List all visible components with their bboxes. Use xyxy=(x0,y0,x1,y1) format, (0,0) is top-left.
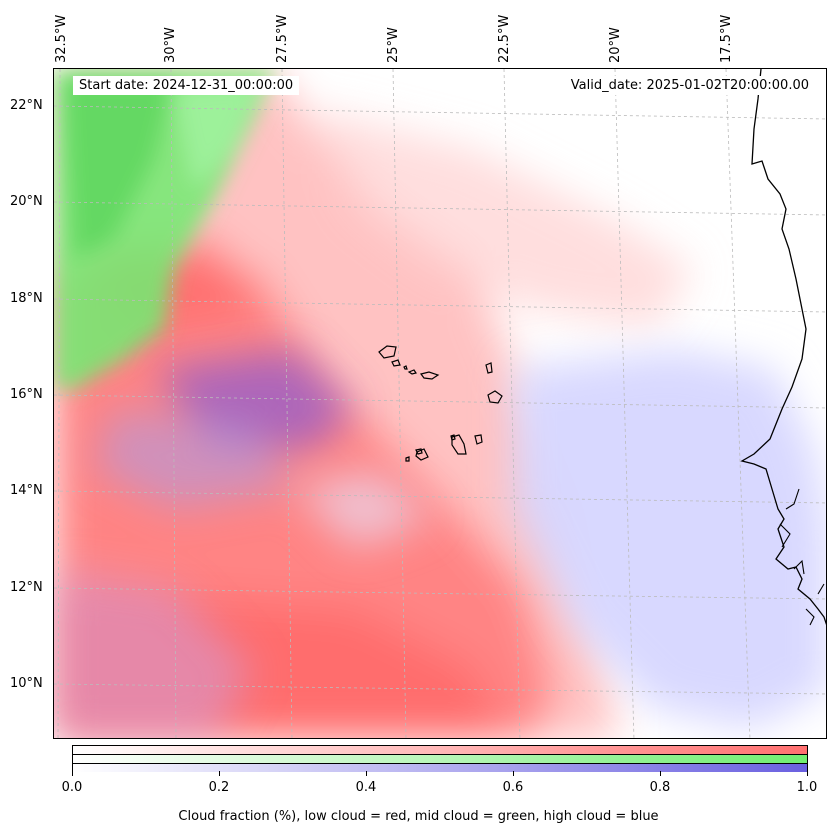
high-cloud-layer xyxy=(54,349,826,738)
cloud-fraction-map xyxy=(53,68,827,739)
lat-label-16n: 16°N xyxy=(10,387,43,402)
colorbar-high-cloud-strip xyxy=(73,764,807,772)
map-canvas xyxy=(54,69,826,738)
lon-label-20w: 20°W xyxy=(608,27,623,63)
lon-label-27-5w: 27.5°W xyxy=(275,14,290,63)
mid-cloud-layer xyxy=(54,69,274,389)
colorbar-label: Cloud fraction (%), low cloud = red, mid… xyxy=(178,809,659,824)
colorbar-tick-08 xyxy=(660,771,661,776)
valid-date-label: Valid_date: 2025-01-02T20:00:00.00 xyxy=(564,76,815,95)
lon-label-32-5w: 32.5°W xyxy=(54,14,69,63)
lat-label-10n: 10°N xyxy=(10,676,43,691)
colorbar-tick-0 xyxy=(72,771,73,776)
colorbar-tick-02 xyxy=(219,771,220,776)
colorbar-tick-10 xyxy=(807,771,808,776)
lat-label-12n: 12°N xyxy=(10,580,43,595)
colorbar-ticklabel-08: 0.8 xyxy=(649,780,671,795)
colorbar-ticklabel-04: 0.4 xyxy=(355,780,377,795)
cape-verde-islands xyxy=(378,345,503,462)
lat-label-20n: 20°N xyxy=(10,194,43,209)
colorbar-ticklabel-02: 0.2 xyxy=(208,780,230,795)
graticule xyxy=(54,69,826,738)
colorbar-ticklabel-06: 0.6 xyxy=(502,780,524,795)
lat-label-14n: 14°N xyxy=(10,483,43,498)
colorbar-tick-04 xyxy=(366,771,367,776)
colorbar xyxy=(72,745,808,772)
lat-label-18n: 18°N xyxy=(10,291,43,306)
start-date-label: Start date: 2024-12-31_00:00:00 xyxy=(73,76,300,95)
colorbar-ticklabel-0: 0.0 xyxy=(61,780,83,795)
lat-label-22n: 22°N xyxy=(10,98,43,113)
africa-coastline-detail xyxy=(779,488,825,626)
lon-label-25w: 25°W xyxy=(386,27,401,63)
lon-label-22-5w: 22.5°W xyxy=(497,14,512,63)
colorbar-mid-cloud-strip xyxy=(73,755,807,764)
lon-label-17-5w: 17.5°W xyxy=(719,14,734,63)
lon-label-30w: 30°W xyxy=(163,27,178,63)
africa-coastline xyxy=(740,69,826,626)
colorbar-low-cloud-strip xyxy=(73,746,807,755)
colorbar-tick-06 xyxy=(513,771,514,776)
colorbar-ticklabel-10: 1.0 xyxy=(796,780,818,795)
